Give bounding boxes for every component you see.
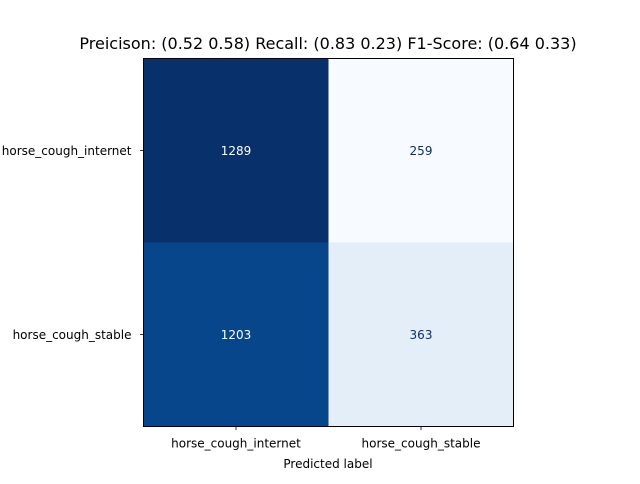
value-labels-layer: 1289 259 1203 363 xyxy=(221,144,433,342)
heatmap-cell-r0-c1 xyxy=(328,58,514,243)
y-tick-label: horse_cough_internet xyxy=(2,144,132,158)
y-tick-label: horse_cough_stable xyxy=(13,328,132,342)
y-axis: horse_cough_internet horse_cough_stable xyxy=(2,144,144,342)
cells-layer xyxy=(143,58,514,427)
heatmap-cell-r0-c0 xyxy=(143,58,329,243)
heatmap-cell-r1-c1 xyxy=(328,242,514,427)
x-axis: horse_cough_internet horse_cough_stable xyxy=(171,426,481,451)
heatmap-cell-r1-c0 xyxy=(143,242,329,427)
plot-frame xyxy=(143,58,514,427)
x-axis-label: Predicted label xyxy=(283,457,372,471)
chart-title: Preicison: (0.52 0.58) Recall: (0.83 0.2… xyxy=(79,34,576,53)
cell-value-label-r0-c0: 1289 xyxy=(221,144,252,158)
cell-value-label-r1-c0: 1203 xyxy=(221,328,252,342)
x-tick-label: horse_cough_stable xyxy=(362,437,481,451)
x-tick-label: horse_cough_internet xyxy=(171,437,301,451)
cell-value-label-r0-c1: 259 xyxy=(410,144,433,158)
cell-value-label-r1-c1: 363 xyxy=(410,328,433,342)
